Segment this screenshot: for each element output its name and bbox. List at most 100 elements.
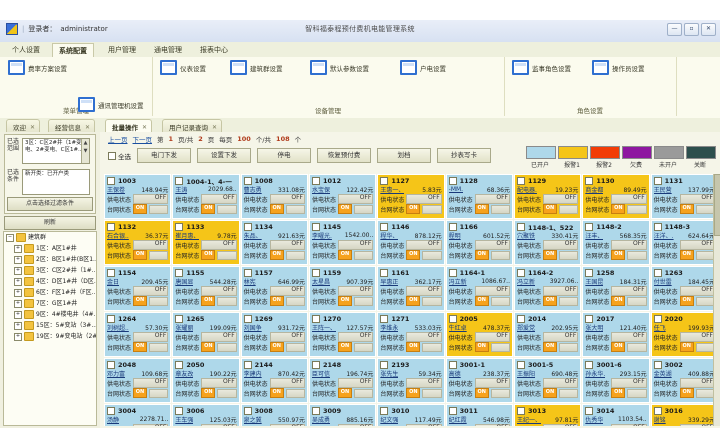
expand-icon[interactable]: +: [14, 255, 22, 264]
meter-card[interactable]: 3002 金英湖 409.88元 供电状态 OFF 台网状态 ON: [650, 358, 718, 403]
card-checkbox[interactable]: [517, 176, 525, 185]
expand-icon[interactable]: +: [14, 332, 22, 341]
ribbon-item-building-group[interactable]: 建筑群设置: [230, 60, 283, 75]
doc-tab-business-info[interactable]: 经营信息 ✕: [48, 119, 96, 133]
card-checkbox[interactable]: [585, 268, 594, 277]
condition-box[interactable]: 新开类：已开户类: [22, 169, 90, 195]
card-checkbox[interactable]: [107, 360, 115, 369]
doc-tab-user-query[interactable]: 用户记录查询 ✕: [162, 119, 223, 133]
expand-icon[interactable]: +: [14, 288, 22, 297]
meter-card[interactable]: 2017 张大明 121.40元 供电状态 OFF 台网状态 ON: [582, 312, 650, 357]
card-checkbox[interactable]: [380, 176, 389, 185]
card-checkbox[interactable]: [312, 268, 320, 277]
net-state-field[interactable]: [559, 342, 579, 352]
grid-scrollbar[interactable]: [713, 174, 720, 426]
net-state-field[interactable]: [285, 296, 305, 306]
net-state-badge[interactable]: ON: [679, 204, 694, 214]
expand-icon[interactable]: +: [14, 310, 22, 319]
net-state-badge[interactable]: ON: [611, 296, 626, 306]
power-state-field[interactable]: OFF: [543, 378, 579, 388]
power-state-field[interactable]: OFF: [679, 286, 715, 296]
net-state-badge[interactable]: ON: [474, 250, 489, 260]
prev-page-link[interactable]: 上一页: [108, 136, 128, 144]
card-checkbox[interactable]: [243, 268, 252, 277]
meter-card[interactable]: 2014 郑爱党 202.95元 供电状态 OFF 台网状态 ON: [514, 312, 582, 357]
net-state-badge[interactable]: ON: [474, 388, 489, 398]
net-state-field[interactable]: [285, 204, 305, 214]
card-checkbox[interactable]: [175, 406, 184, 415]
net-state-field[interactable]: [217, 388, 237, 398]
card-checkbox[interactable]: [653, 268, 662, 277]
card-owner-name[interactable]: 王纪一、: [517, 417, 542, 424]
meter-card[interactable]: 1134 朱品、 921.63元 供电状态 OFF 台网状态 ON: [240, 220, 308, 265]
maximize-button[interactable]: ▫: [684, 23, 699, 36]
power-state-field[interactable]: OFF: [679, 378, 715, 388]
send-switch-button[interactable]: 电门下发: [137, 148, 191, 163]
expand-icon[interactable]: +: [14, 299, 22, 308]
card-owner-name[interactable]: 臣可信: [312, 371, 331, 378]
card-checkbox[interactable]: [653, 406, 662, 415]
card-owner-name[interactable]: 水宝保: [312, 187, 331, 194]
power-state-field[interactable]: OFF: [679, 194, 715, 204]
card-owner-name[interactable]: 商金都: [585, 187, 604, 194]
power-state-field[interactable]: OFF: [406, 424, 442, 426]
power-state-field[interactable]: OFF: [543, 240, 579, 250]
tree-item-9[interactable]: + 19区：9#变电站（2#...: [4, 331, 96, 342]
card-checkbox[interactable]: [380, 314, 389, 323]
power-state-field[interactable]: OFF: [338, 194, 374, 204]
meter-card[interactable]: 1258 王国昆 184.31元 供电状态 OFF 台网状态 ON: [582, 266, 650, 311]
net-state-field[interactable]: [490, 388, 510, 398]
power-state-field[interactable]: OFF: [611, 424, 647, 426]
card-checkbox[interactable]: [448, 176, 457, 185]
power-state-field[interactable]: OFF: [679, 424, 715, 426]
meter-card[interactable]: 1148-2 汪丰、 568.35元 供电状态 OFF 台网状态 ON: [582, 220, 650, 265]
card-checkbox[interactable]: [653, 314, 662, 323]
power-state-field[interactable]: OFF: [611, 194, 647, 204]
tree-root[interactable]: − 建筑群: [4, 232, 96, 243]
card-checkbox[interactable]: [175, 268, 184, 277]
card-checkbox[interactable]: [585, 222, 594, 231]
card-owner-name[interactable]: 王民营: [653, 187, 672, 194]
card-checkbox[interactable]: [175, 176, 184, 185]
net-state-field[interactable]: [490, 342, 510, 352]
net-state-badge[interactable]: ON: [543, 250, 558, 260]
net-state-field[interactable]: [627, 342, 647, 352]
power-state-field[interactable]: OFF: [338, 424, 374, 426]
power-state-field[interactable]: OFF: [338, 286, 374, 296]
card-owner-name[interactable]: -MM.: [448, 186, 464, 193]
power-state-field[interactable]: OFF: [338, 240, 374, 250]
net-state-badge[interactable]: ON: [474, 342, 489, 352]
card-owner-name[interactable]: 李建内: [243, 371, 262, 378]
card-owner-name[interactable]: 任飞: [653, 325, 666, 332]
net-state-badge[interactable]: ON: [133, 250, 148, 260]
card-owner-name[interactable]: 王保卷: [107, 187, 126, 194]
net-state-badge[interactable]: ON: [133, 296, 148, 306]
meter-card[interactable]: 1146 程华、 878.12元 供电状态 OFF 台网状态 ON: [377, 220, 445, 265]
card-checkbox[interactable]: [517, 314, 525, 323]
building-tree[interactable]: − 建筑群 + 1区：A区1#井 + 2区：B区1#井(B区1... + 3区：…: [3, 231, 97, 426]
meter-card[interactable]: 1132 石合银.. 36.37元 供电状态 OFF 台网状态 ON: [104, 220, 172, 265]
meter-card[interactable]: 1004-1、4-一 王涛 2029.68.. 供电状态 OFF 台网状态 ON: [172, 174, 240, 219]
select-all-checkbox[interactable]: 全选: [108, 151, 131, 161]
next-page-link[interactable]: 下一页: [132, 136, 153, 144]
card-owner-name[interactable]: 穴聚铁: [517, 233, 536, 240]
net-state-badge[interactable]: ON: [611, 388, 626, 398]
power-state-field[interactable]: OFF: [133, 332, 169, 342]
card-checkbox[interactable]: [380, 360, 389, 369]
power-state-field[interactable]: OFF: [679, 240, 715, 250]
net-state-field[interactable]: [559, 296, 579, 306]
close-icon[interactable]: ✕: [142, 123, 148, 131]
card-owner-name[interactable]: 朱品、: [243, 233, 262, 240]
card-checkbox[interactable]: [380, 406, 389, 415]
meter-card[interactable]: 1008 曹志勇 331.08元 供电状态 OFF 台网状态 ON: [240, 174, 308, 219]
tree-item-1[interactable]: + 1区：A区1#井: [4, 243, 96, 254]
power-state-field[interactable]: OFF: [269, 424, 305, 426]
close-button[interactable]: ✕: [701, 23, 716, 36]
card-owner-name[interactable]: 吴成勇: [312, 417, 331, 424]
